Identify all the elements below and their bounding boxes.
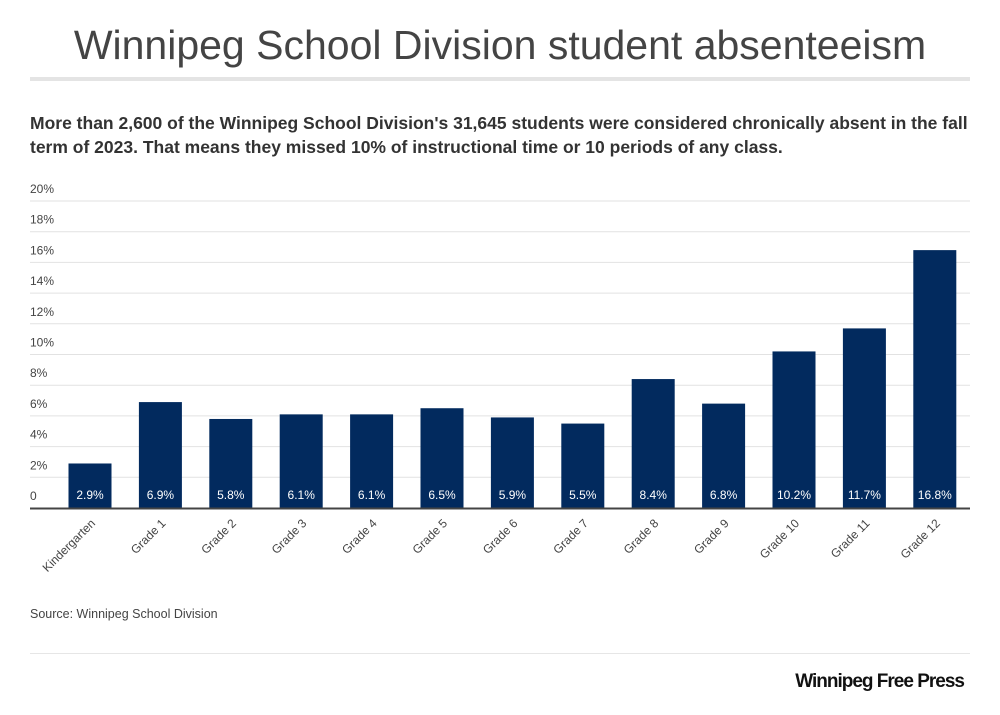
y-tick-label: 12%: [30, 305, 54, 319]
y-tick-label: 20%: [30, 182, 54, 196]
data-label: 5.8%: [217, 488, 245, 502]
bar: [561, 423, 605, 508]
x-tick-label: Grade 1: [128, 516, 169, 557]
data-label: 6.5%: [428, 488, 456, 502]
x-tick-label: Grade 7: [550, 516, 591, 557]
data-label: 6.9%: [147, 488, 175, 502]
y-tick-label: 16%: [30, 243, 54, 257]
chart-title: Winnipeg School Division student absente…: [73, 22, 927, 68]
data-label: 5.9%: [499, 488, 527, 502]
bar: [772, 351, 816, 508]
y-tick-label: 14%: [30, 274, 54, 288]
bar: [913, 250, 957, 508]
bar: [631, 379, 675, 508]
x-tick-label: Grade 4: [339, 516, 380, 557]
y-tick-label: 4%: [30, 428, 48, 442]
footer-divider: [30, 653, 970, 654]
bar: [279, 414, 323, 508]
data-label: 8.4%: [640, 488, 668, 502]
data-label: 6.1%: [288, 488, 316, 502]
bar: [350, 414, 394, 508]
x-tick-label: Kindergarten: [40, 516, 98, 574]
bar-chart: 0 2% 4% 6% 8% 10% 12% 14% 16% 18% 20% 2.9% Kindergar…: [30, 182, 970, 575]
data-label: 6.8%: [710, 488, 738, 502]
x-tick-label: Grade 6: [480, 516, 521, 557]
y-tick-label: 0: [30, 489, 37, 503]
x-tick-label: Grade 3: [269, 516, 310, 557]
x-tick-label: Grade 2: [198, 516, 239, 557]
y-tick-label: 18%: [30, 213, 54, 227]
y-tick-label: 8%: [30, 366, 48, 380]
publisher-logo: Winnipeg Free Press: [795, 671, 965, 692]
x-tick-label: Grade 11: [828, 516, 873, 561]
bar: [490, 417, 534, 508]
data-label: 11.7%: [848, 488, 881, 502]
data-label: 6.1%: [358, 488, 386, 502]
title-divider: [30, 77, 970, 81]
bar: [209, 418, 253, 508]
bar: [68, 463, 112, 508]
data-label: 2.9%: [76, 488, 104, 502]
bar: [842, 328, 886, 508]
bar: [420, 408, 464, 508]
source-note: Source: Winnipeg School Division: [30, 607, 218, 621]
x-tick-label: Grade 10: [757, 516, 803, 562]
data-label: 16.8%: [918, 488, 952, 502]
bar: [702, 403, 746, 508]
data-label: 10.2%: [777, 488, 811, 502]
x-tick-label: Grade 12: [898, 516, 944, 562]
chart-subtitle: More than 2,600 of the Winnipeg School D…: [30, 113, 968, 157]
y-tick-label: 10%: [30, 336, 54, 350]
y-tick-label: 6%: [30, 397, 48, 411]
x-tick-label: Grade 9: [691, 516, 732, 557]
bar: [138, 402, 182, 508]
x-tick-label: Grade 8: [621, 516, 662, 557]
x-tick-label: Grade 5: [410, 516, 451, 557]
y-tick-label: 2%: [30, 458, 48, 472]
data-label: 5.5%: [569, 488, 597, 502]
